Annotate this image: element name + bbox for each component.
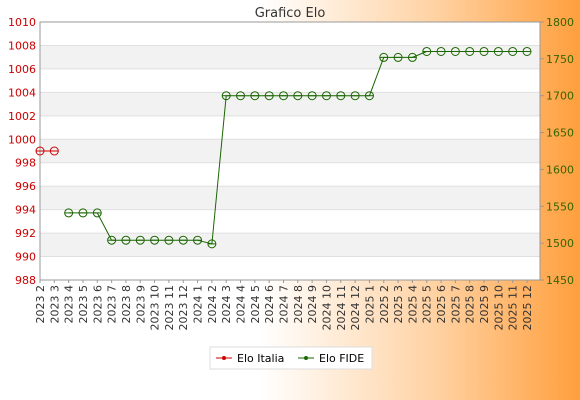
right-axis-ticks: 1450 1500 1550 1600 1650 1700 1750 1800	[540, 16, 574, 287]
x-tick-label: 2025 4	[406, 285, 419, 324]
x-tick-label: 2024 9	[306, 285, 319, 324]
left-tick-label: 1010	[8, 16, 36, 29]
right-tick-label: 1450	[546, 274, 574, 287]
legend-label-elo-fide: Elo FIDE	[319, 352, 364, 365]
left-tick-label: 996	[15, 180, 36, 193]
left-tick-label: 992	[15, 227, 36, 240]
x-tick-label: 2025 7	[449, 285, 462, 324]
plot-band	[40, 45, 540, 69]
legend-marker-elo-italia	[222, 356, 226, 360]
x-tick-label: 2023 10	[149, 285, 162, 331]
right-tick-label: 1550	[546, 200, 574, 213]
x-tick-label: 2023 8	[120, 285, 133, 324]
x-tick-label: 2025 5	[421, 285, 434, 324]
x-tick-label: 2024 7	[278, 285, 291, 324]
left-tick-label: 1008	[8, 39, 36, 52]
x-tick-label: 2023 2	[34, 285, 47, 324]
plot-bands	[40, 21, 540, 281]
plot-band	[40, 233, 540, 257]
left-tick-label: 1000	[8, 133, 36, 146]
x-tick-label: 2024 12	[349, 285, 362, 331]
x-tick-label: 2025 6	[435, 285, 448, 324]
x-tick-label: 2024 8	[292, 285, 305, 324]
left-axis-ticks: 988 990 992 994 996 998 1000 1002 1004 1006 1008 10…	[8, 16, 36, 287]
plot-band	[40, 115, 540, 140]
plot-band	[40, 139, 540, 163]
x-tick-label: 2024 1	[192, 285, 205, 324]
x-tick-label: 2024 6	[263, 285, 276, 324]
x-tick-label: 2025 10	[492, 285, 505, 331]
x-tick-label: 2024 3	[220, 285, 233, 324]
right-tick-label: 1750	[546, 53, 574, 66]
x-tick-label: 2025 2	[378, 285, 391, 324]
left-tick-label: 990	[15, 251, 36, 264]
legend-marker-elo-fide	[304, 356, 308, 360]
left-tick-label: 994	[15, 204, 36, 217]
x-tick-label: 2023 9	[134, 285, 147, 324]
left-tick-label: 1002	[8, 110, 36, 123]
x-tick-label: 2025 3	[392, 285, 405, 324]
x-tick-label: 2023 4	[63, 285, 76, 324]
plot-band	[40, 162, 540, 187]
plot-band	[40, 92, 540, 116]
chart-title: Grafico Elo	[255, 6, 326, 21]
x-tick-label: 2023 3	[48, 285, 61, 324]
x-tick-label: 2023 11	[163, 285, 176, 331]
legend: Elo Italia Elo FIDE	[209, 346, 373, 370]
legend-box	[209, 346, 373, 370]
plot-band	[40, 256, 540, 280]
x-tick-label: 2025 12	[521, 285, 534, 331]
right-tick-label: 1700	[546, 90, 574, 103]
x-axis-ticks: 2023 2 2023 3 2023 4 2023 5 2023 6 2023 7 2023…	[34, 280, 534, 331]
x-tick-label: 2024 10	[320, 285, 333, 331]
right-tick-label: 1500	[546, 237, 574, 250]
x-tick-label: 2025 1	[363, 285, 376, 324]
left-tick-label: 1006	[8, 63, 36, 76]
x-tick-label: 2024 11	[335, 285, 348, 331]
series-layer	[35, 46, 532, 249]
legend-label-elo-italia: Elo Italia	[237, 352, 284, 365]
plot-band	[40, 22, 540, 46]
right-tick-label: 1600	[546, 163, 574, 176]
x-tick-label: 2025 9	[478, 285, 491, 324]
left-tick-label: 998	[15, 157, 36, 170]
plot-band	[40, 186, 540, 210]
right-tick-label: 1800	[546, 16, 574, 29]
x-tick-label: 2024 2	[206, 285, 219, 324]
right-tick-label: 1650	[546, 127, 574, 140]
plot-band	[40, 209, 540, 234]
x-tick-label: 2025 11	[507, 285, 520, 331]
plot-band	[40, 68, 540, 93]
x-tick-label: 2024 4	[235, 285, 248, 324]
left-tick-label: 988	[15, 274, 36, 287]
x-tick-label: 2024 5	[249, 285, 262, 324]
x-tick-label: 2025 8	[464, 285, 477, 324]
x-tick-label: 2023 6	[91, 285, 104, 324]
x-tick-label: 2023 5	[77, 285, 90, 324]
left-tick-label: 1004	[8, 86, 36, 99]
x-tick-label: 2023 7	[106, 285, 119, 324]
x-tick-label: 2023 12	[177, 285, 190, 331]
